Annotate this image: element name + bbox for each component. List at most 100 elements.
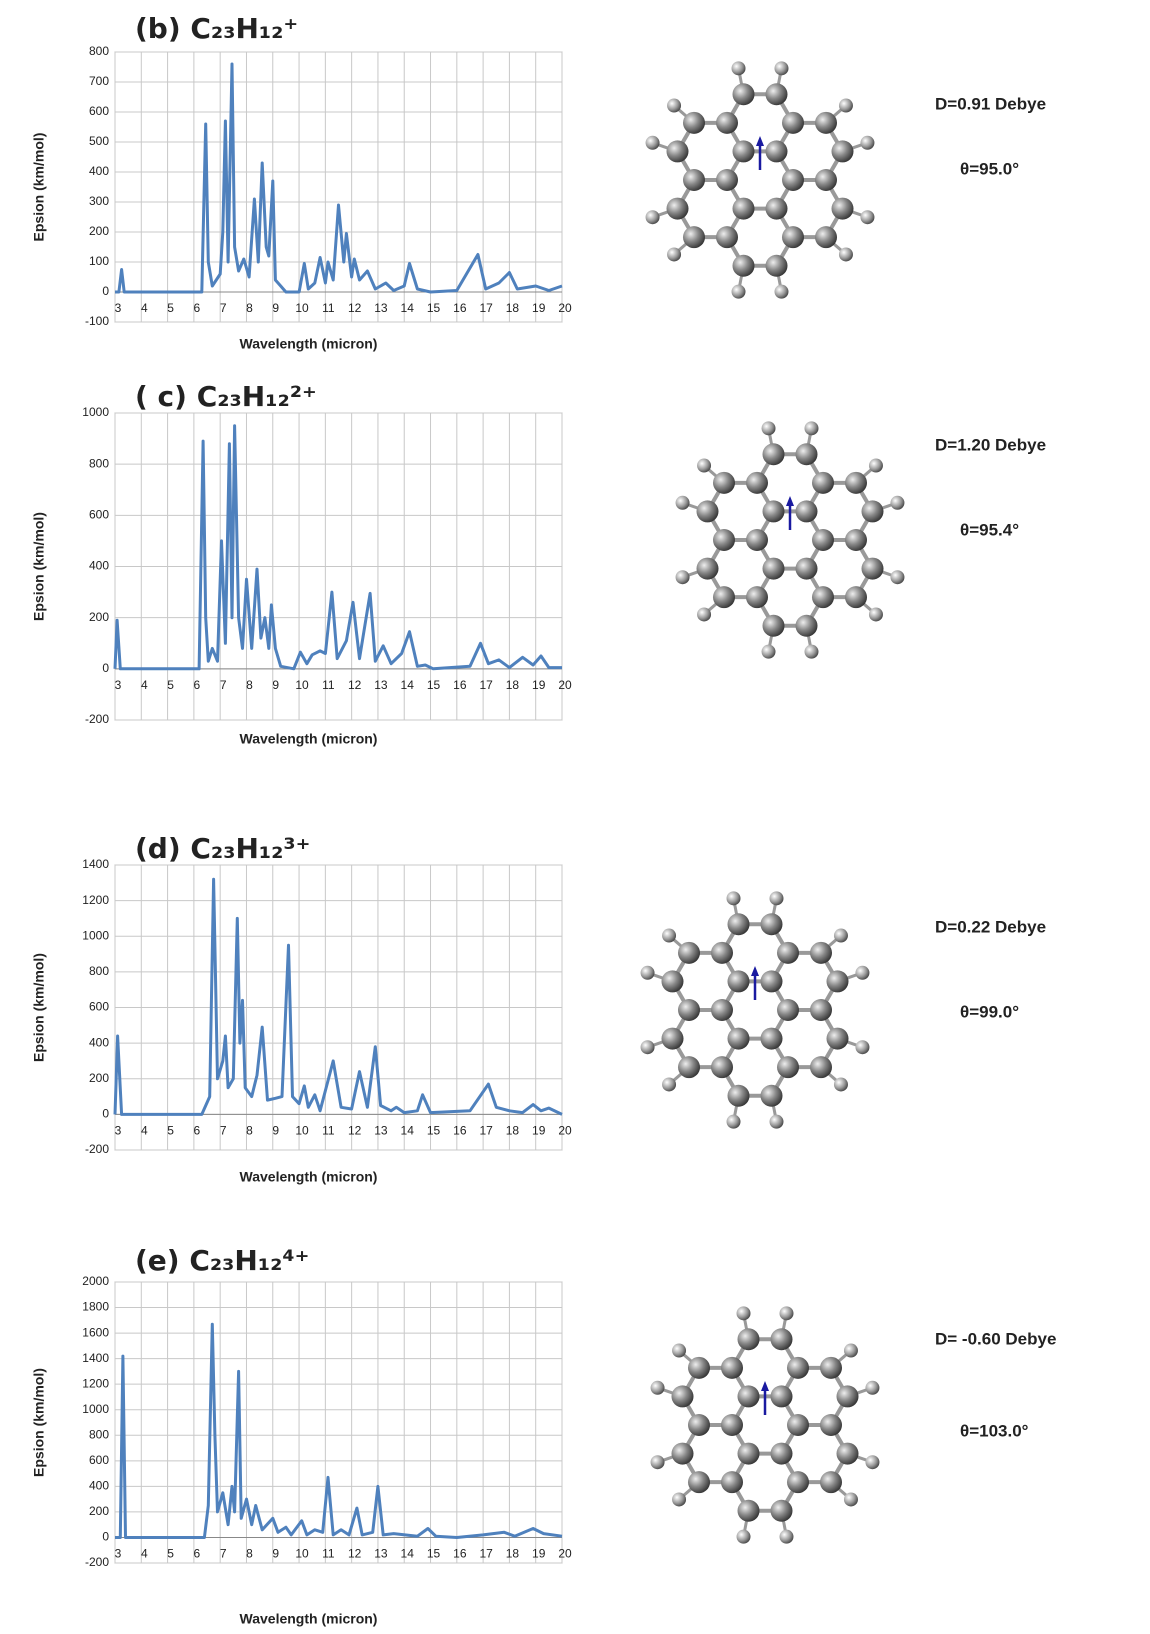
y-tick-label: -200 <box>85 1555 109 1569</box>
x-tick-label: 18 <box>506 1124 520 1138</box>
y-tick-label: 200 <box>89 224 109 238</box>
carbon-atom <box>820 1357 842 1379</box>
molecule <box>646 61 875 298</box>
x-tick-label: 13 <box>374 301 388 315</box>
carbon-atom <box>678 999 700 1021</box>
hydrogen-atom <box>860 136 874 150</box>
dipole-angle: θ=95.0° <box>960 159 1019 178</box>
carbon-atom <box>716 112 738 134</box>
dipole-angle: θ=95.4° <box>960 520 1019 539</box>
carbon-atom <box>667 198 689 220</box>
x-tick-label: 8 <box>246 301 253 315</box>
carbon-atom <box>688 1414 710 1436</box>
x-tick-label: 15 <box>427 1547 441 1561</box>
x-tick-label: 19 <box>532 301 546 315</box>
x-tick-label: 5 <box>167 301 174 315</box>
carbon-atom <box>827 1028 849 1050</box>
x-tick-label: 18 <box>506 1547 520 1561</box>
y-tick-label: 600 <box>89 104 109 118</box>
y-tick-label: 1800 <box>82 1300 109 1314</box>
x-tick-label: 6 <box>194 301 201 315</box>
carbon-atom <box>683 226 705 248</box>
chart-title: (e) C₂₃H₁₂⁴⁺ <box>135 1244 309 1277</box>
carbon-atom <box>782 112 804 134</box>
hydrogen-atom <box>732 285 746 299</box>
x-tick-label: 18 <box>506 678 520 692</box>
x-tick-label: 14 <box>401 1547 415 1561</box>
carbon-atom <box>716 226 738 248</box>
x-tick-label: 3 <box>115 301 122 315</box>
carbon-atom <box>832 198 854 220</box>
x-tick-label: 20 <box>558 678 572 692</box>
carbon-atom <box>777 942 799 964</box>
carbon-atom <box>667 140 689 162</box>
x-tick-label: 7 <box>220 678 227 692</box>
y-tick-label: 700 <box>89 74 109 88</box>
carbon-atom <box>721 1471 743 1493</box>
x-tick-label: 18 <box>506 301 520 315</box>
carbon-atom <box>820 1414 842 1436</box>
y-tick-label: 0 <box>102 661 109 675</box>
hydrogen-atom <box>727 891 741 905</box>
x-tick-label: 3 <box>115 1124 122 1138</box>
hydrogen-atom <box>774 285 788 299</box>
x-tick-label: 5 <box>167 678 174 692</box>
x-tick-label: 4 <box>141 678 148 692</box>
x-tick-label: 7 <box>220 301 227 315</box>
carbon-atom <box>763 615 785 637</box>
carbon-atom <box>678 942 700 964</box>
carbon-atom <box>728 970 750 992</box>
x-tick-label: 15 <box>427 678 441 692</box>
y-tick-label: 1000 <box>82 928 109 942</box>
y-axis-label: Epsion (km/mol) <box>31 512 47 621</box>
x-tick-label: 16 <box>453 678 467 692</box>
hydrogen-atom <box>646 136 660 150</box>
dipole-arrowhead <box>761 1381 769 1391</box>
hydrogen-atom <box>769 1115 783 1129</box>
carbon-atom <box>815 169 837 191</box>
carbon-atom <box>763 443 785 465</box>
chart-title: (d) C₂₃H₁₂³⁺ <box>135 832 310 865</box>
carbon-atom <box>738 1443 760 1465</box>
x-tick-label: 13 <box>374 678 388 692</box>
x-tick-label: 12 <box>348 1547 362 1561</box>
x-tick-label: 10 <box>295 678 309 692</box>
x-axis-label: Wavelength (micron) <box>240 731 378 747</box>
y-tick-label: 200 <box>89 1504 109 1518</box>
y-tick-label: 1000 <box>82 1402 109 1416</box>
carbon-atom <box>733 198 755 220</box>
x-tick-label: 12 <box>348 678 362 692</box>
x-tick-label: 15 <box>427 1124 441 1138</box>
hydrogen-atom <box>737 1306 751 1320</box>
carbon-atom <box>713 586 735 608</box>
carbon-atom <box>845 472 867 494</box>
y-tick-label: 200 <box>89 1071 109 1085</box>
carbon-atom <box>787 1357 809 1379</box>
carbon-atom <box>713 529 735 551</box>
carbon-atom <box>746 472 768 494</box>
hydrogen-atom <box>662 1077 676 1091</box>
carbon-atom <box>716 169 738 191</box>
hydrogen-atom <box>641 966 655 980</box>
hydrogen-atom <box>804 421 818 435</box>
carbon-atom <box>763 558 785 580</box>
x-tick-label: 17 <box>479 1124 493 1138</box>
carbon-atom <box>796 500 818 522</box>
carbon-atom <box>761 1085 783 1107</box>
carbon-atom <box>832 140 854 162</box>
hydrogen-atom <box>865 1381 879 1395</box>
y-axis-label: Epsion (km/mol) <box>31 133 47 242</box>
x-tick-label: 17 <box>479 301 493 315</box>
dipole-moment: D=0.91 Debye <box>935 94 1046 113</box>
y-tick-label: 0 <box>102 1107 109 1121</box>
carbon-atom <box>810 999 832 1021</box>
hydrogen-atom <box>667 247 681 261</box>
dipole-angle: θ=99.0° <box>960 1002 1019 1021</box>
x-tick-label: 6 <box>194 678 201 692</box>
y-tick-label: 600 <box>89 1000 109 1014</box>
carbon-atom <box>862 558 884 580</box>
x-tick-label: 15 <box>427 301 441 315</box>
carbon-atom <box>766 83 788 105</box>
y-tick-label: -200 <box>85 712 109 726</box>
carbon-atom <box>761 970 783 992</box>
